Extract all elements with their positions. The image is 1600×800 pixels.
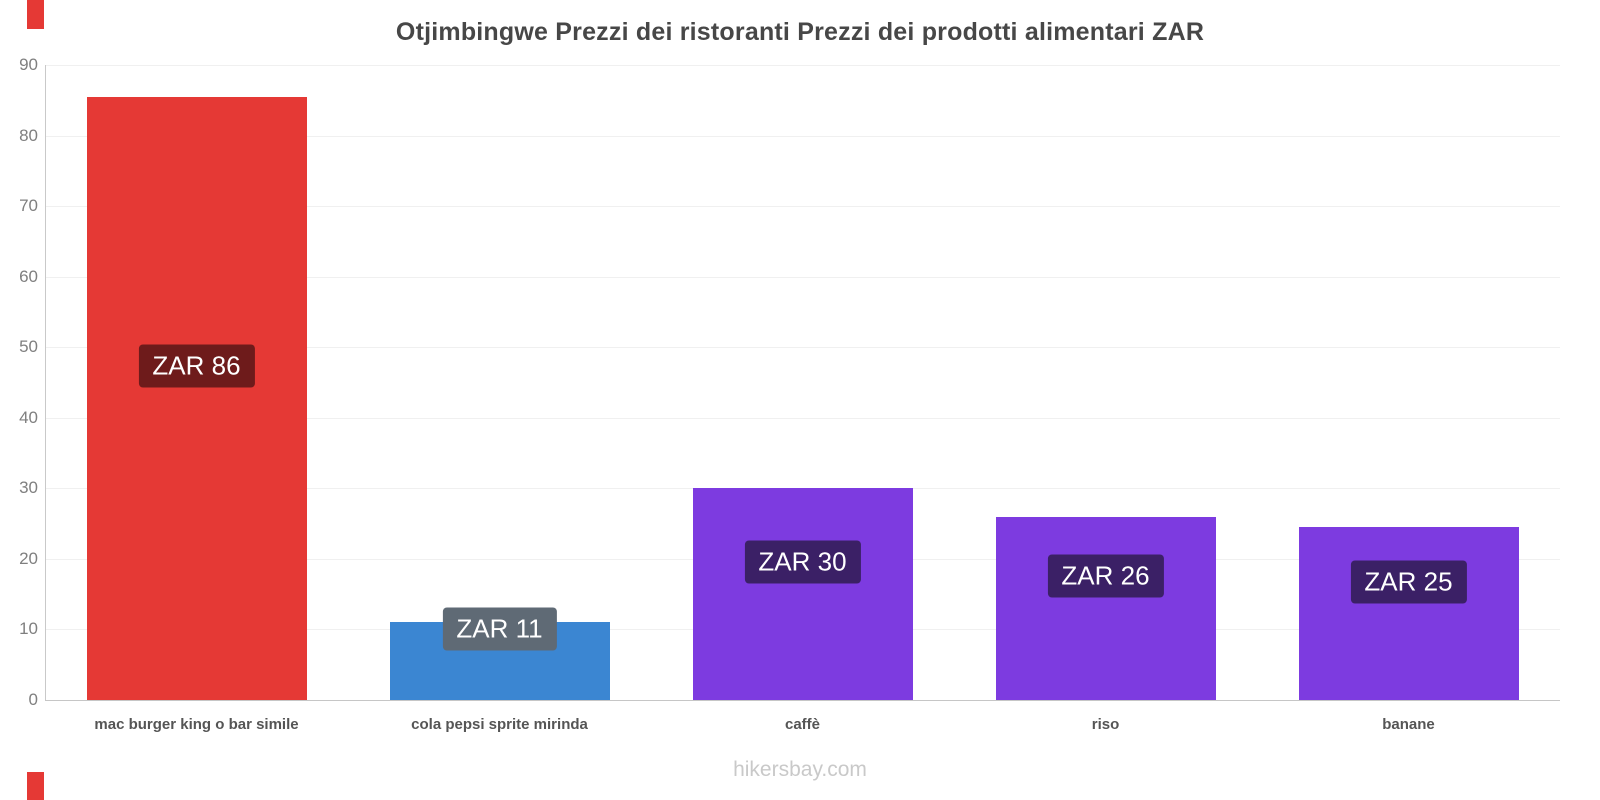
- y-axis-tick-label: 0: [28, 690, 38, 709]
- x-axis-category-label: riso: [1091, 716, 1120, 733]
- x-axis-category-label: cola pepsi sprite mirinda: [411, 716, 588, 733]
- gridline: [45, 700, 1560, 701]
- x-axis-category-label: caffè: [784, 716, 821, 733]
- y-axis-tick-label: 10: [19, 619, 38, 639]
- bar: [995, 516, 1216, 700]
- gridline: [45, 276, 1560, 278]
- bar-value-chip: ZAR 30: [744, 540, 861, 584]
- bar: [86, 96, 307, 700]
- gridline: [45, 135, 1560, 137]
- chart-title: Otjimbingwe Prezzi dei ristoranti Prezzi…: [395, 18, 1205, 46]
- y-axis-tick-label: 40: [19, 407, 38, 427]
- y-axis-tick-label: 60: [19, 266, 38, 286]
- y-axis-line: [45, 65, 46, 700]
- y-axis-tick-label: 80: [19, 125, 38, 145]
- y-axis-tick-label: 30: [19, 478, 38, 498]
- bar-value-chip: ZAR 26: [1047, 554, 1164, 598]
- y-axis-tick-label: 70: [19, 196, 38, 216]
- bar-value-chip: ZAR 86: [138, 344, 255, 388]
- red-corner-decoration-bottom: [27, 772, 44, 800]
- footer-brand: hikersbay.com: [733, 758, 867, 781]
- gridline: [45, 206, 1560, 208]
- red-corner-decoration-top: [27, 0, 44, 29]
- x-axis-category-label: banane: [1382, 716, 1435, 733]
- y-axis-tick-label: 20: [19, 548, 38, 568]
- bar-value-chip: ZAR 25: [1350, 560, 1467, 604]
- bar: [1298, 527, 1519, 700]
- gridline: [45, 417, 1560, 419]
- y-axis-tick-label: 50: [19, 337, 38, 357]
- bar-value-chip: ZAR 11: [442, 607, 557, 651]
- y-axis-tick-label: 90: [19, 55, 38, 74]
- gridline: [45, 347, 1560, 349]
- gridline: [45, 65, 1560, 66]
- x-axis-category-label: mac burger king o bar simile: [94, 716, 299, 733]
- bar: [692, 488, 913, 700]
